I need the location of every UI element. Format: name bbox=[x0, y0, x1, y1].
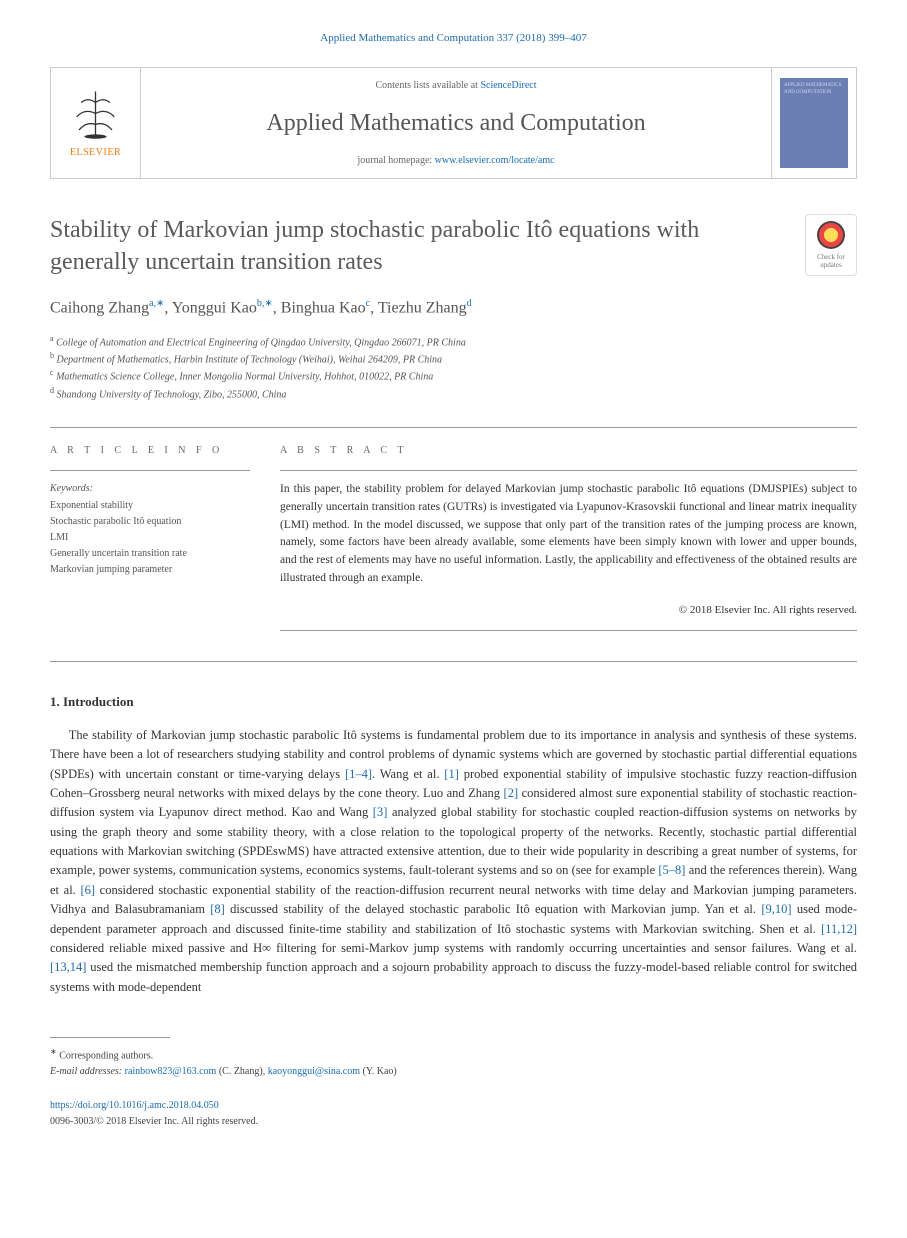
contents-line: Contents lists available at ScienceDirec… bbox=[161, 78, 751, 93]
intro-heading: 1. Introduction bbox=[50, 692, 857, 712]
doi-block: https://doi.org/10.1016/j.amc.2018.04.05… bbox=[50, 1098, 857, 1130]
citation-link[interactable]: [5–8] bbox=[658, 863, 685, 877]
author: Caihong Zhang bbox=[50, 300, 149, 317]
author-mark: a,∗ bbox=[149, 298, 164, 309]
check-line2: updates bbox=[820, 261, 841, 269]
citation-link[interactable]: [1] bbox=[444, 767, 459, 781]
email-who: (C. Zhang) bbox=[219, 1066, 263, 1077]
corresponding-text: Corresponding authors. bbox=[59, 1050, 153, 1061]
journal-header: ELSEVIER Contents lists available at Sci… bbox=[50, 67, 857, 179]
citation-link[interactable]: [3] bbox=[373, 805, 388, 819]
journal-name: Applied Mathematics and Computation bbox=[161, 105, 751, 141]
homepage-line: journal homepage: www.elsevier.com/locat… bbox=[161, 153, 751, 168]
affiliation: c Mathematics Science College, Inner Mon… bbox=[50, 367, 857, 384]
footnote-rule bbox=[50, 1037, 170, 1038]
author-mark: b,∗ bbox=[257, 298, 273, 309]
author-mark: d bbox=[467, 298, 472, 309]
article-info-label: A R T I C L E I N F O bbox=[50, 443, 250, 458]
author: Yonggui Kao bbox=[172, 300, 257, 317]
keyword: Markovian jumping parameter bbox=[50, 562, 250, 578]
journal-reference[interactable]: Applied Mathematics and Computation 337 … bbox=[50, 30, 857, 47]
affiliation-list: a College of Automation and Electrical E… bbox=[50, 333, 857, 402]
divider bbox=[50, 427, 857, 428]
homepage-link[interactable]: www.elsevier.com/locate/amc bbox=[435, 155, 555, 166]
author: Binghua Kao bbox=[281, 300, 366, 317]
publisher-logo-cell: ELSEVIER bbox=[51, 68, 141, 178]
divider bbox=[280, 630, 857, 631]
info-abstract-row: A R T I C L E I N F O Keywords: Exponent… bbox=[50, 443, 857, 641]
check-line1: Check for bbox=[817, 253, 845, 261]
abstract-column: A B S T R A C T In this paper, the stabi… bbox=[280, 443, 857, 641]
citation-link[interactable]: [9,10] bbox=[761, 902, 791, 916]
author: Tiezhu Zhang bbox=[378, 300, 467, 317]
publisher-name: ELSEVIER bbox=[70, 145, 121, 160]
title-row: Stability of Markovian jump stochastic p… bbox=[50, 214, 857, 279]
author-list: Caihong Zhanga,∗, Yonggui Kaob,∗, Binghu… bbox=[50, 296, 857, 320]
affiliation: a College of Automation and Electrical E… bbox=[50, 333, 857, 350]
article-title: Stability of Markovian jump stochastic p… bbox=[50, 214, 805, 279]
abstract-label: A B S T R A C T bbox=[280, 443, 857, 458]
header-center: Contents lists available at ScienceDirec… bbox=[141, 68, 771, 178]
keywords-label: Keywords: bbox=[50, 481, 250, 496]
journal-cover-thumb: APPLIED MATHEMATICS AND COMPUTATION bbox=[780, 78, 848, 168]
email-line: E-mail addresses: rainbow823@163.com (C.… bbox=[50, 1064, 857, 1080]
abstract-copyright: © 2018 Elsevier Inc. All rights reserved… bbox=[280, 602, 857, 619]
citation-link[interactable]: [8] bbox=[210, 902, 225, 916]
email-link[interactable]: rainbow823@163.com bbox=[125, 1066, 217, 1077]
corresponding-note: ∗ Corresponding authors. bbox=[50, 1046, 857, 1064]
citation-link[interactable]: [1–4] bbox=[345, 767, 372, 781]
divider bbox=[280, 470, 857, 471]
affiliation: b Department of Mathematics, Harbin Inst… bbox=[50, 350, 857, 367]
citation-link[interactable]: [11,12] bbox=[821, 922, 857, 936]
keyword: LMI bbox=[50, 530, 250, 546]
keyword: Generally uncertain transition rate bbox=[50, 546, 250, 562]
check-updates-label: Check for updates bbox=[810, 253, 852, 270]
check-updates-badge[interactable]: Check for updates bbox=[805, 214, 857, 277]
article-info-column: A R T I C L E I N F O Keywords: Exponent… bbox=[50, 443, 250, 641]
cover-cell: APPLIED MATHEMATICS AND COMPUTATION bbox=[771, 68, 856, 178]
email-who: (Y. Kao) bbox=[362, 1066, 396, 1077]
footnote-block: ∗ Corresponding authors. E-mail addresse… bbox=[50, 1046, 857, 1080]
citation-link[interactable]: [6] bbox=[80, 883, 95, 897]
sciencedirect-link[interactable]: ScienceDirect bbox=[480, 80, 536, 91]
email-label: E-mail addresses: bbox=[50, 1066, 122, 1077]
keyword: Exponential stability bbox=[50, 498, 250, 514]
contents-prefix: Contents lists available at bbox=[375, 80, 480, 91]
citation-link[interactable]: [13,14] bbox=[50, 960, 86, 974]
email-link[interactable]: kaoyonggui@sina.com bbox=[268, 1066, 360, 1077]
keyword: Stochastic parabolic Itô equation bbox=[50, 514, 250, 530]
homepage-prefix: journal homepage: bbox=[357, 155, 434, 166]
intro-paragraph: The stability of Markovian jump stochast… bbox=[50, 726, 857, 997]
elsevier-tree-icon bbox=[68, 86, 123, 141]
crossmark-icon bbox=[817, 221, 845, 249]
divider bbox=[50, 470, 250, 471]
issn-copyright: 0096-3003/© 2018 Elsevier Inc. All right… bbox=[50, 1116, 258, 1127]
abstract-text: In this paper, the stability problem for… bbox=[280, 481, 857, 588]
keywords-list: Exponential stabilityStochastic paraboli… bbox=[50, 498, 250, 578]
citation-link[interactable]: [2] bbox=[504, 786, 519, 800]
divider bbox=[50, 661, 857, 662]
author-mark: c bbox=[366, 298, 370, 309]
doi-link[interactable]: https://doi.org/10.1016/j.amc.2018.04.05… bbox=[50, 1100, 219, 1111]
affiliation: d Shandong University of Technology, Zib… bbox=[50, 385, 857, 402]
